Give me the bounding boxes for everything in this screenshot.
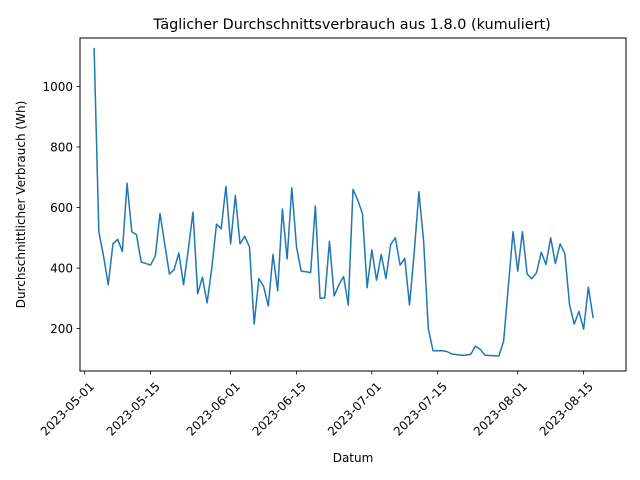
y-tick-label: 1000 [42,80,73,94]
y-tick-label: 200 [50,322,73,336]
plot-frame [79,37,627,372]
y-tick-label: 800 [50,140,73,154]
series-line-1 [93,47,594,357]
series-layer [93,47,594,357]
y-tick-label: 400 [50,262,73,276]
y-axis: 200 400 600 800 1000 [42,80,80,336]
chart-title: Täglicher Durchschnittsverbrauch aus 1.8… [152,17,551,33]
y-axis-label: Durchschnittlicher Verbrauch (Wh) [14,101,28,308]
y-tick-label: 600 [50,201,73,215]
x-axis-label: Datum [333,451,374,465]
